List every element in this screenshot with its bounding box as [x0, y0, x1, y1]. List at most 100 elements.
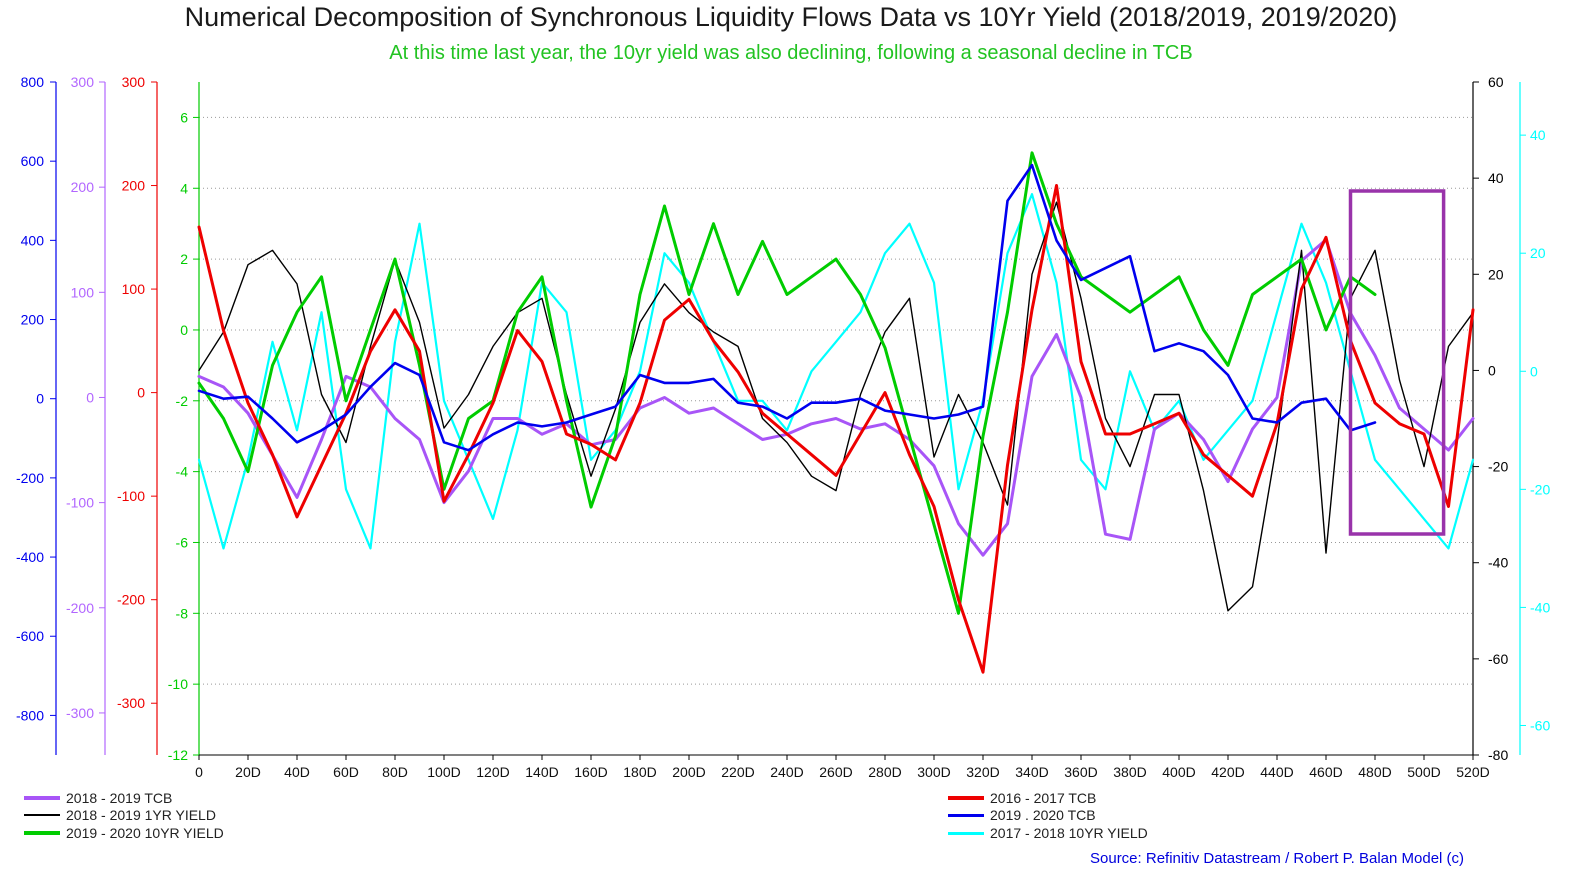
green_inner-tick-label: 6 — [180, 109, 188, 125]
blue_left-tick-label: 0 — [36, 391, 44, 407]
x-tick-label: 280D — [868, 764, 901, 780]
x-tick-label: 420D — [1211, 764, 1244, 780]
black_right-tick-label: -20 — [1488, 459, 1508, 475]
x-tick-label: 260D — [819, 764, 852, 780]
black_right-tick-label: 40 — [1488, 170, 1504, 186]
blue_left-tick-label: -200 — [16, 470, 44, 486]
cyan_right-tick-label: 40 — [1530, 127, 1546, 143]
cyan_right-tick-label: -20 — [1530, 481, 1550, 497]
green_inner-tick-label: -6 — [176, 534, 189, 550]
blue_left-tick-label: 600 — [21, 153, 45, 169]
blue_left-tick-label: 200 — [21, 312, 45, 328]
purple_left-tick-label: 0 — [86, 389, 94, 405]
x-tick-label: 300D — [917, 764, 950, 780]
red_left-tick-label: 100 — [122, 281, 146, 297]
x-tick-label: 320D — [966, 764, 999, 780]
x-tick-label: 240D — [770, 764, 803, 780]
purple_left-tick-label: -100 — [66, 495, 94, 511]
cyan_right-tick-label: 20 — [1530, 245, 1546, 261]
legend-swatch — [24, 796, 60, 800]
x-tick-label: 0 — [195, 764, 203, 780]
black_right-tick-label: 0 — [1488, 362, 1496, 378]
highlight-box — [1348, 189, 1446, 536]
red_left-tick-label: 0 — [137, 385, 145, 401]
blue_left-tick-label: -800 — [16, 707, 44, 723]
x-tick-label: 220D — [721, 764, 754, 780]
red_left-tick-label: -200 — [117, 592, 145, 608]
black_right-tick-label: 60 — [1488, 74, 1504, 90]
series-line-2017-2018-10yr-yield — [197, 193, 1475, 550]
green_inner-tick-label: 4 — [180, 180, 188, 196]
red_left-tick-label: -100 — [117, 488, 145, 504]
x-tick-label: 400D — [1162, 764, 1195, 780]
legend-item-2019-2020-10yr-yield: 2019 - 2020 10YR YIELD — [24, 825, 224, 841]
x-tick-label: 440D — [1260, 764, 1293, 780]
cyan_right-tick-label: 0 — [1530, 363, 1538, 379]
x-tick-label: 460D — [1309, 764, 1342, 780]
legend-label: 2018 - 2019 TCB — [66, 790, 173, 806]
green_inner-tick-label: -12 — [168, 747, 188, 763]
series-line-2019-2020-tcb — [197, 163, 1377, 452]
green_inner-tick-label: -4 — [176, 464, 189, 480]
legend-swatch — [948, 813, 984, 817]
x-tick-label: 120D — [476, 764, 509, 780]
x-tick-label: 180D — [623, 764, 656, 780]
x-tick-label: 20D — [235, 764, 261, 780]
legend-swatch — [948, 796, 984, 800]
purple_left-tick-label: -300 — [66, 705, 94, 721]
green_inner-tick-label: 2 — [180, 251, 188, 267]
legend-item-2018-2019-tcb: 2018 - 2019 TCB — [24, 790, 172, 806]
x-tick-label: 520D — [1456, 764, 1489, 780]
x-tick-label: 40D — [284, 764, 310, 780]
green_inner-tick-label: -8 — [176, 605, 189, 621]
legend-swatch — [948, 831, 984, 835]
legend-label: 2016 - 2017 TCB — [990, 790, 1097, 806]
purple_left-tick-label: -200 — [66, 600, 94, 616]
x-tick-label: 60D — [333, 764, 359, 780]
x-tick-label: 80D — [382, 764, 408, 780]
x-tick-label: 100D — [427, 764, 460, 780]
purple_left-tick-label: 200 — [71, 179, 95, 195]
purple_left-tick-label: 300 — [71, 74, 95, 90]
series-line-2019-2020-10yr-yield — [197, 151, 1377, 615]
x-tick-label: 140D — [525, 764, 558, 780]
blue_left-tick-label: -400 — [16, 549, 44, 565]
chart-subtitle: At this time last year, the 10yr yield w… — [389, 42, 1193, 64]
cyan_right-tick-label: -40 — [1530, 599, 1550, 615]
cyan_right-tick-label: -60 — [1530, 717, 1550, 733]
black_right-tick-label: -80 — [1488, 747, 1508, 763]
blue_left-tick-label: 400 — [21, 232, 45, 248]
red_left-tick-label: -300 — [117, 695, 145, 711]
legend-swatch — [24, 831, 60, 835]
red_left-tick-label: 200 — [122, 178, 146, 194]
legend-label: 2017 - 2018 10YR YIELD — [990, 825, 1148, 841]
green_inner-tick-label: 0 — [180, 322, 188, 338]
black_right-tick-label: -60 — [1488, 651, 1508, 667]
x-tick-label: 480D — [1358, 764, 1391, 780]
source-note: Source: Refinitiv Datastream / Robert P.… — [1090, 850, 1465, 867]
x-tick-label: 380D — [1113, 764, 1146, 780]
black_right-tick-label: 20 — [1488, 266, 1504, 282]
red_left-tick-label: 300 — [122, 74, 146, 90]
series-line-2016-2017-tcb — [197, 184, 1475, 674]
legend-label: 2018 - 2019 1YR YIELD — [66, 807, 216, 823]
blue_left-tick-label: -600 — [16, 628, 44, 644]
chart-title: Numerical Decomposition of Synchronous L… — [184, 2, 1398, 32]
purple_left-tick-label: 100 — [71, 284, 95, 300]
legend-swatch — [24, 814, 60, 816]
legend-item-2019-2020-tcb: 2019 . 2020 TCB — [948, 807, 1096, 823]
x-tick-label: 340D — [1015, 764, 1048, 780]
blue_left-tick-label: 800 — [21, 74, 45, 90]
legend-item-2016-2017-tcb: 2016 - 2017 TCB — [948, 790, 1096, 806]
legend-item-2017-2018-10yr-yield: 2017 - 2018 10YR YIELD — [948, 825, 1148, 841]
x-tick-label: 160D — [574, 764, 607, 780]
legend-item-2018-2019-1yr-yield: 2018 - 2019 1YR YIELD — [24, 807, 216, 823]
green_inner-tick-label: -2 — [176, 393, 189, 409]
x-tick-label: 500D — [1407, 764, 1440, 780]
legend-label: 2019 . 2020 TCB — [990, 807, 1096, 823]
black_right-tick-label: -40 — [1488, 555, 1508, 571]
series-line-2018-2019-1yr-yield — [198, 201, 1474, 612]
x-tick-label: 360D — [1064, 764, 1097, 780]
x-tick-label: 200D — [672, 764, 705, 780]
